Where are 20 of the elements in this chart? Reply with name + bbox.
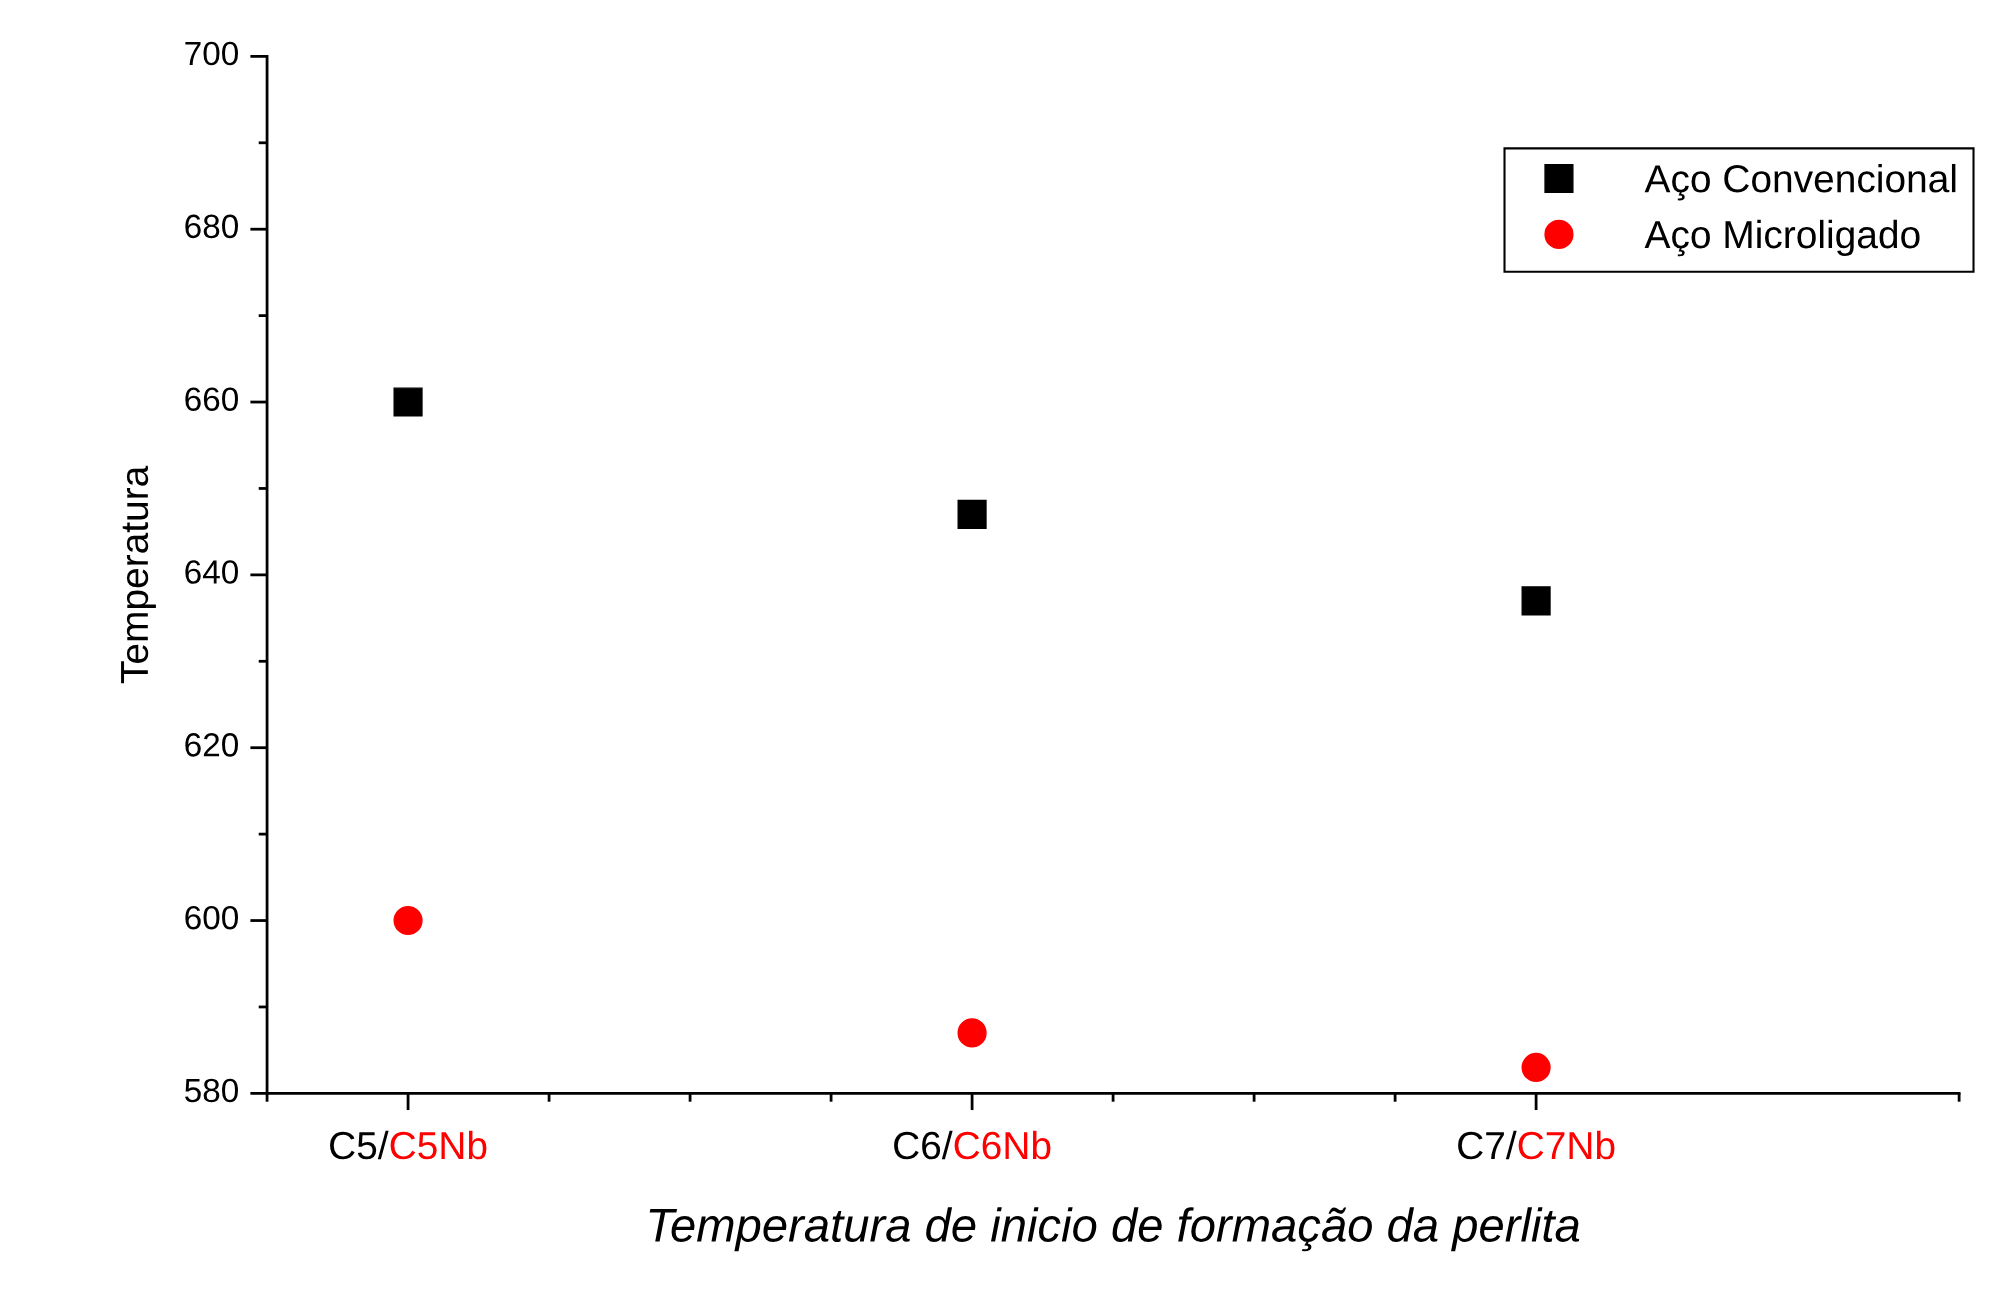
- point: [957, 499, 987, 529]
- x-axis-title: Temperatura de inicio de formação da perlita: [649, 1207, 1580, 1252]
- point: [393, 905, 423, 936]
- y-tick-label: 600: [185, 905, 238, 930]
- x-tick-label: C5/C5Nb: [330, 1130, 487, 1160]
- point: [1521, 586, 1551, 616]
- y-axis-title: Temperatura: [121, 465, 156, 684]
- point: [957, 1018, 987, 1048]
- y-tick-label: 620: [185, 733, 238, 757]
- x-tick-label: C7/C7Nb: [1458, 1130, 1615, 1160]
- point: [1521, 1052, 1551, 1083]
- x-tick-label: C6/C6Nb: [894, 1130, 1051, 1160]
- y-tick-label: 680: [185, 214, 238, 239]
- legend-label: Aço Convencional: [1644, 163, 1956, 201]
- point: [393, 387, 423, 417]
- y-tick-label: 640: [185, 560, 238, 584]
- legend-label: Aço Microligado: [1644, 219, 1920, 257]
- y-tick-label: 580: [185, 1078, 238, 1103]
- y-tick-label: 660: [185, 387, 238, 411]
- y-tick-label: 700: [185, 41, 238, 66]
